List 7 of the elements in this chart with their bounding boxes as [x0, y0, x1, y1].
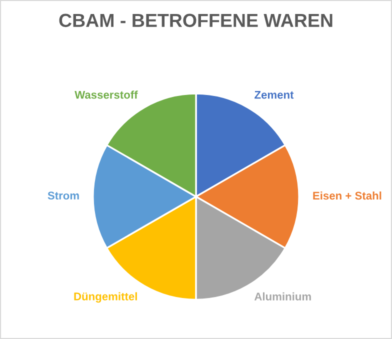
slice-label: Wasserstoff	[74, 90, 138, 99]
slice-label: Zement	[254, 91, 294, 99]
slice-label: Strom	[48, 192, 79, 200]
slice-label: Eisen + Stahl	[313, 191, 382, 200]
chart-title: CBAM - BETROFFENE WAREN	[59, 14, 332, 28]
slice-label: Aluminium	[254, 292, 311, 300]
slice-label: Düngemittel	[74, 292, 137, 303]
